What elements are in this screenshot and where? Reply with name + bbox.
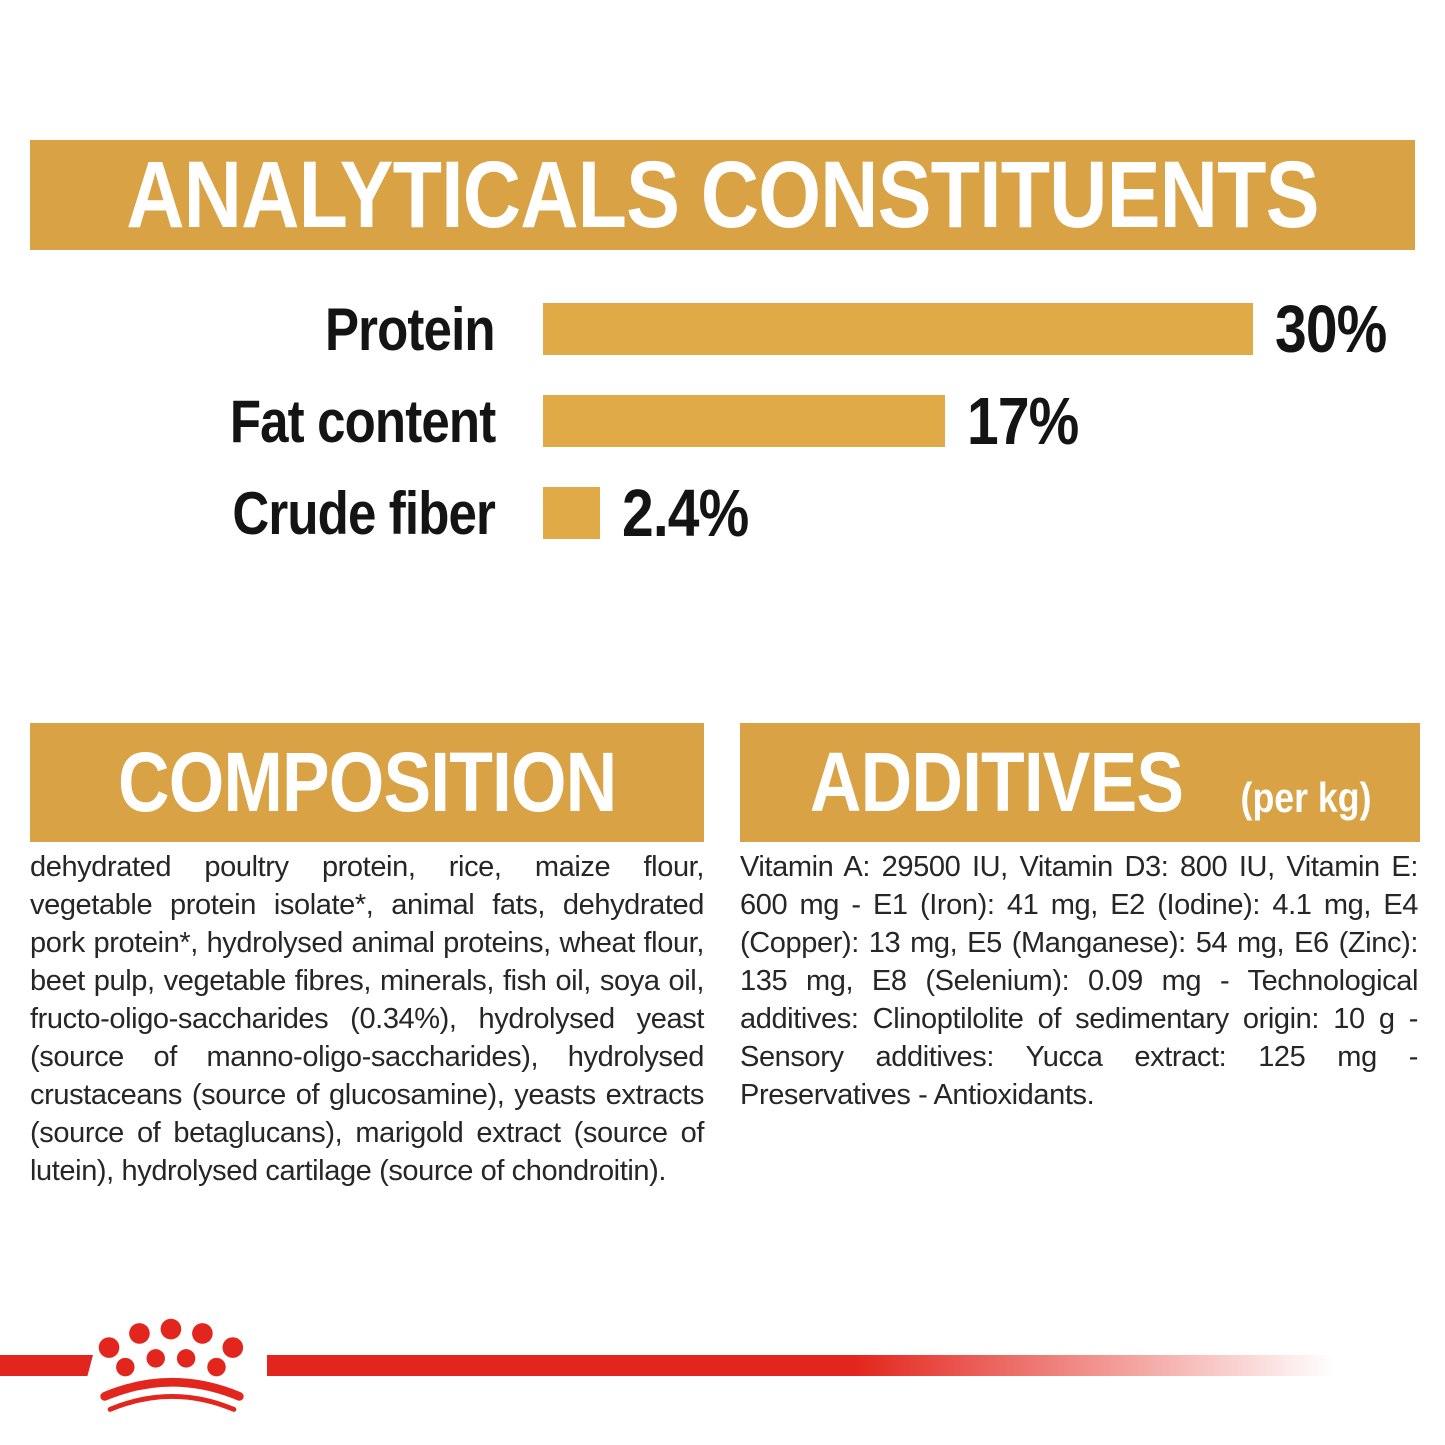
- brand-stripe-left: [0, 1355, 93, 1376]
- bar: [543, 303, 1253, 355]
- chart-row: Crude fiber 2.4%: [0, 476, 1445, 551]
- bar-value-label: 17%: [967, 383, 1079, 459]
- additives-text: Vitamin A: 29500 IU, Vitamin D3: 800 IU,…: [740, 851, 1418, 1111]
- bar: [543, 487, 600, 539]
- composition-banner: COMPOSITION: [30, 723, 704, 842]
- bar-category-label: Fat content: [229, 387, 496, 455]
- additives-title-suffix: (per kg): [1240, 773, 1371, 821]
- composition-title: COMPOSITION: [117, 735, 617, 829]
- additives-banner: ADDITIVES (per kg): [740, 723, 1420, 842]
- royal-canin-crown-icon: [98, 1318, 244, 1412]
- bar-value-label: 2.4%: [622, 475, 749, 551]
- additives-title: ADDITIVES: [810, 735, 1184, 829]
- bar-category-label: Crude fiber: [232, 479, 496, 547]
- analyticals-title: ANALYTICALS CONSTITUENTS: [126, 141, 1319, 248]
- analyticals-banner: ANALYTICALS CONSTITUENTS: [30, 140, 1415, 250]
- composition-text: dehydrated poultry protein, rice, maize …: [30, 851, 704, 1187]
- bar-value-label: 30%: [1275, 291, 1387, 367]
- bar: [543, 395, 945, 447]
- chart-row: Protein 30%: [0, 292, 1445, 367]
- chart-row: Fat content 17%: [0, 384, 1445, 459]
- brand-stripe-right: [267, 1355, 1335, 1376]
- bar-category-label: Protein: [325, 295, 496, 363]
- analyticals-bar-chart: Protein 30% Fat content 17% Crude fiber 2.4%: [0, 292, 1445, 579]
- crown-dots: [98, 1318, 244, 1377]
- crown-base-arcs: [100, 1377, 244, 1412]
